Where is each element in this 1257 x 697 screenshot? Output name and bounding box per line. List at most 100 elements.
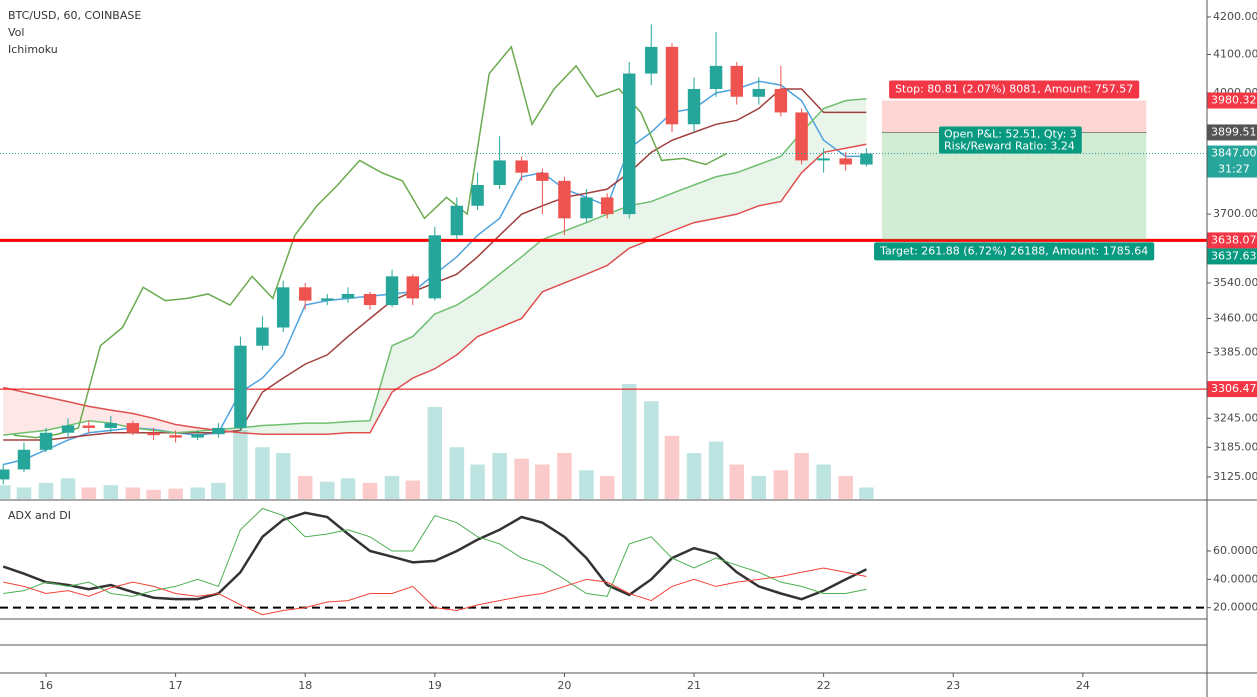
cloud bbox=[305, 423, 328, 435]
cloud bbox=[521, 239, 543, 319]
stop-label-box bbox=[889, 80, 1140, 99]
y-tick-label: 20.0000 bbox=[1213, 601, 1257, 614]
price-tag bbox=[1207, 232, 1257, 249]
x-tick-label: 19 bbox=[428, 679, 442, 692]
countdown-tag bbox=[1207, 161, 1257, 178]
cloud bbox=[46, 396, 69, 431]
pnl-label: Open P&L: 52.51, Qty: 3 bbox=[944, 127, 1077, 140]
candle-body bbox=[730, 65, 744, 97]
price-tag bbox=[1207, 92, 1257, 109]
volume-bar bbox=[405, 480, 421, 499]
candle-body bbox=[558, 180, 571, 219]
cloud bbox=[758, 156, 781, 206]
candle-body bbox=[752, 88, 766, 97]
cloud bbox=[651, 193, 672, 240]
cloud bbox=[671, 184, 695, 232]
cloud bbox=[327, 421, 348, 435]
y-tick-label: 4200.00 bbox=[1213, 10, 1257, 23]
volume-bar bbox=[557, 453, 572, 499]
ichimoku-line bbox=[13, 45, 727, 439]
adx-line bbox=[3, 567, 867, 616]
candle-body bbox=[0, 469, 10, 480]
candle-body bbox=[428, 235, 442, 299]
cloud bbox=[175, 424, 198, 433]
volume-bar bbox=[319, 481, 335, 499]
x-tick-label: 21 bbox=[687, 679, 701, 692]
candle-body bbox=[450, 205, 464, 236]
volume-bar bbox=[168, 488, 183, 499]
volume-bar bbox=[81, 487, 97, 499]
candle-body bbox=[665, 46, 679, 125]
volume-bar bbox=[729, 464, 745, 499]
candle-body bbox=[536, 172, 549, 181]
price-tag-label: 3637.63 bbox=[1211, 249, 1257, 262]
cloud bbox=[845, 98, 867, 149]
target-label-box bbox=[874, 242, 1155, 261]
candle-body bbox=[817, 158, 830, 161]
cloud bbox=[153, 418, 176, 433]
cloud bbox=[736, 164, 759, 215]
candle-body bbox=[256, 327, 269, 346]
volume-bar bbox=[773, 470, 789, 499]
y-tick-label: 3700.00 bbox=[1213, 207, 1257, 220]
volume-bar bbox=[686, 453, 702, 499]
candle-body bbox=[234, 345, 247, 428]
x-tick-label: 22 bbox=[817, 679, 831, 692]
x-tick-label: 17 bbox=[169, 679, 183, 692]
candle-body bbox=[104, 423, 118, 428]
y-tick-label: 3385.00 bbox=[1213, 346, 1257, 359]
layers: 16 17 18 19 20 21 22 23 244200.004100.004000.003… bbox=[0, 10, 1257, 692]
volume-bar bbox=[470, 464, 485, 499]
candle-body bbox=[709, 65, 723, 89]
candle-body bbox=[61, 425, 75, 433]
cloud bbox=[392, 336, 413, 393]
candle-body bbox=[147, 432, 160, 436]
candle-body bbox=[321, 298, 334, 301]
candle-body bbox=[169, 435, 182, 438]
stop-label: Stop: 80.81 (2.07%) 8081, Amount: 757.57 bbox=[895, 83, 1133, 96]
candle-body bbox=[471, 184, 484, 206]
candle-body bbox=[406, 276, 420, 299]
cloud bbox=[412, 314, 435, 379]
rr-label: Risk/Reward Ratio: 3.24 bbox=[944, 139, 1075, 152]
cloud bbox=[542, 231, 565, 292]
countdown: 31:27 bbox=[1218, 163, 1250, 176]
volume-bar bbox=[644, 401, 659, 499]
volume-bar bbox=[599, 476, 615, 499]
y-tick-label: 40.0000 bbox=[1213, 572, 1257, 585]
cloud bbox=[607, 205, 630, 266]
volume-bar bbox=[621, 384, 637, 499]
volume-bar bbox=[794, 453, 809, 499]
volume-bar bbox=[297, 476, 313, 499]
cloud bbox=[586, 214, 608, 275]
candle-body bbox=[600, 197, 614, 215]
cloud bbox=[434, 305, 457, 369]
candle-body bbox=[860, 153, 873, 165]
cloud bbox=[499, 256, 522, 328]
candle-body bbox=[212, 427, 225, 435]
candle-body bbox=[276, 287, 290, 328]
y-tick-label: 3125.00 bbox=[1213, 470, 1257, 483]
price-tag bbox=[1207, 145, 1257, 162]
volume-bar bbox=[125, 487, 141, 499]
symbol-title: BTC/USD, 60, COINBASE bbox=[8, 9, 141, 22]
volume-bar bbox=[233, 430, 248, 499]
candle-body bbox=[839, 158, 852, 165]
cloud bbox=[3, 387, 24, 436]
price-tag-label: 3638.07 bbox=[1211, 233, 1257, 246]
cloud bbox=[262, 424, 284, 435]
candle-body bbox=[341, 293, 355, 299]
y-tick-label: 3460.00 bbox=[1213, 311, 1257, 324]
candle-body bbox=[774, 88, 788, 113]
price-tag-label: 3306.47 bbox=[1211, 382, 1257, 395]
candle-body bbox=[580, 197, 593, 219]
volume-bar bbox=[340, 478, 356, 499]
x-tick-label: 24 bbox=[1076, 679, 1090, 692]
cloud bbox=[283, 423, 306, 435]
candle-body bbox=[795, 112, 808, 161]
ichimoku-line bbox=[3, 143, 867, 435]
pane-title: ADX and DI bbox=[8, 509, 71, 522]
price-tag-label: 3847.00 bbox=[1211, 147, 1257, 160]
candle-body bbox=[82, 425, 95, 428]
